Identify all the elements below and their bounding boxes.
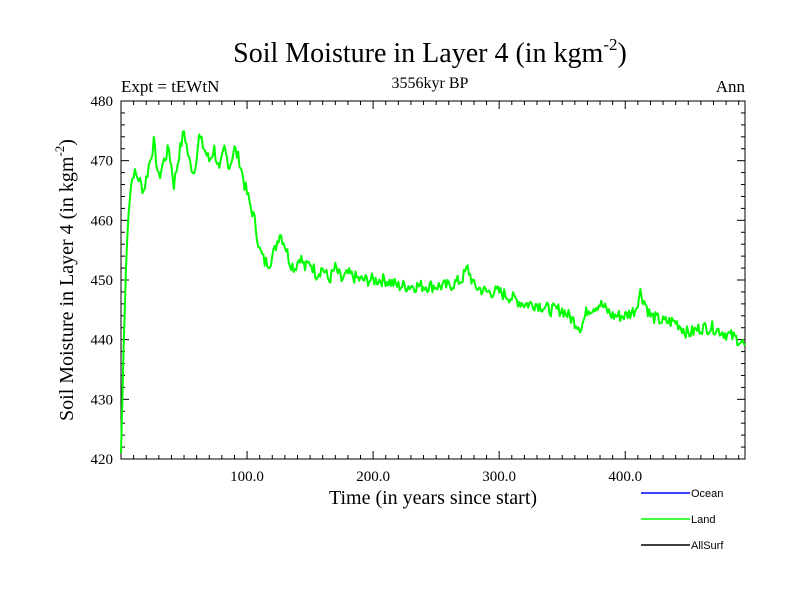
y-tick-label: 460 bbox=[91, 213, 114, 229]
experiment-label: Expt = tEWtN bbox=[121, 77, 219, 96]
y-tick-label: 420 bbox=[91, 452, 114, 468]
legend-label-ocean: Ocean bbox=[691, 488, 723, 500]
legend: Ocean Land AllSurf bbox=[641, 488, 724, 552]
series-line-land bbox=[120, 130, 746, 454]
period-label: Ann bbox=[716, 77, 746, 96]
chart-subtitle: 3556kyr BP bbox=[392, 75, 469, 92]
y-axis-tick-labels: 420 430 440 450 460 470 480 bbox=[91, 94, 114, 468]
x-tick-label: 100.0 bbox=[230, 469, 264, 485]
y-tick-label: 480 bbox=[91, 94, 114, 110]
y-tick-label: 440 bbox=[91, 333, 114, 349]
x-axis-label: Time (in years since start) bbox=[329, 487, 537, 509]
y-axis-label: Soil Moisture in Layer 4 (in kgm-2) bbox=[52, 139, 78, 421]
chart-title: Soil Moisture in Layer 4 (in kgm-2) bbox=[233, 35, 627, 69]
axis-ticks bbox=[121, 101, 745, 459]
x-axis-tick-labels: 100.0 200.0 300.0 400.0 bbox=[230, 469, 642, 485]
y-tick-label: 470 bbox=[91, 154, 114, 170]
y-tick-label: 430 bbox=[91, 392, 114, 408]
y-tick-label: 450 bbox=[91, 273, 114, 289]
legend-label-allsurf: AllSurf bbox=[691, 540, 724, 552]
x-tick-label: 200.0 bbox=[356, 469, 390, 485]
x-tick-label: 400.0 bbox=[608, 469, 642, 485]
x-tick-label: 300.0 bbox=[482, 469, 516, 485]
legend-label-land: Land bbox=[691, 514, 715, 526]
